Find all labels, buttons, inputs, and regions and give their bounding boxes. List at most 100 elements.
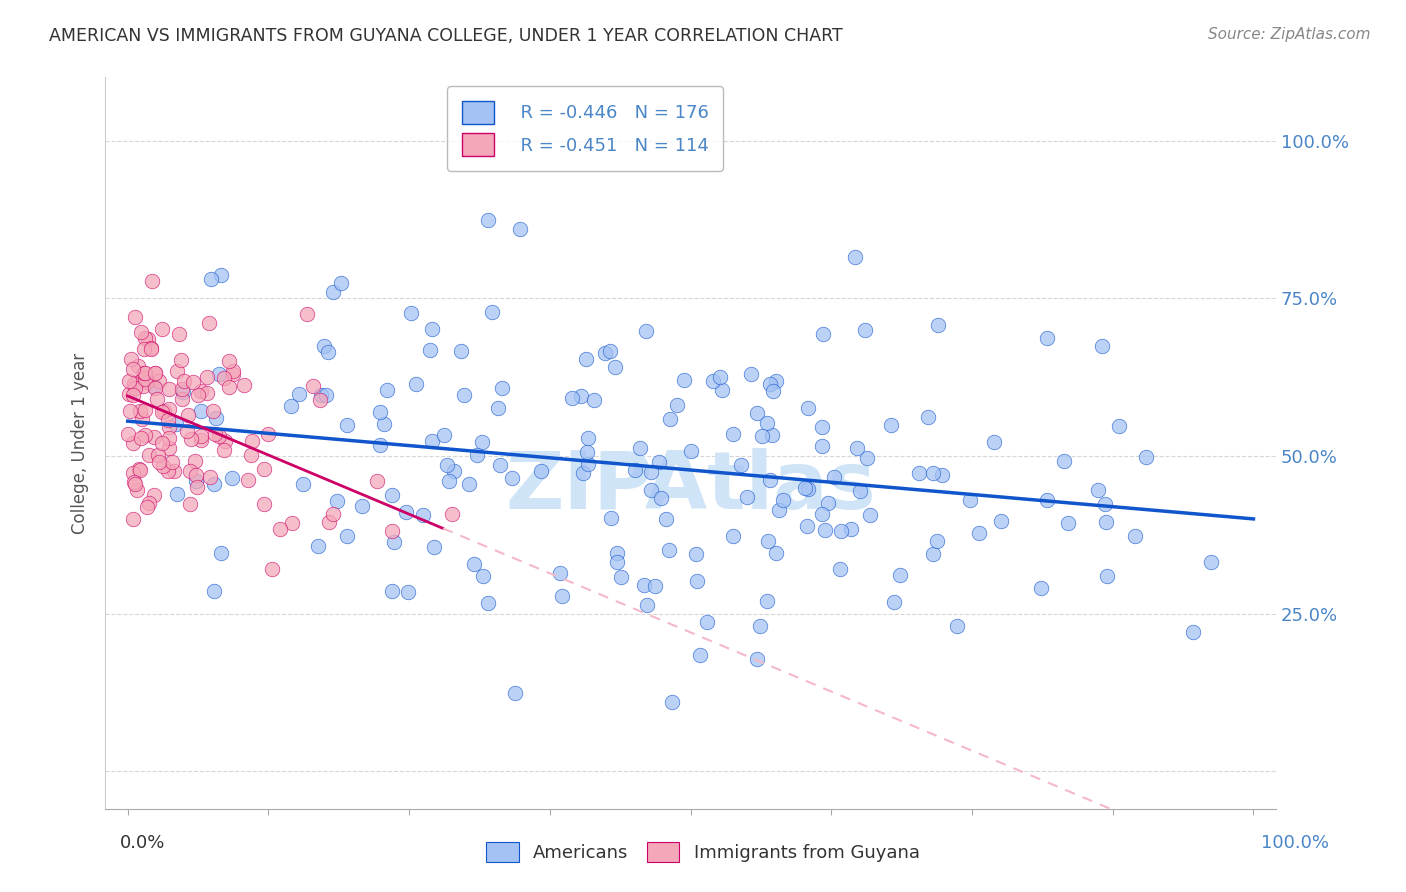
Point <box>655 511 678 525</box>
Point <box>153 403 176 417</box>
Point <box>127 483 149 498</box>
Point <box>239 448 262 462</box>
Point <box>132 366 155 380</box>
Point <box>152 458 174 473</box>
Point <box>640 465 662 479</box>
Point <box>122 512 145 526</box>
Point <box>917 410 939 425</box>
Point <box>121 388 143 402</box>
Point <box>575 351 598 366</box>
Point <box>711 383 734 397</box>
Point <box>180 432 202 446</box>
Point <box>157 441 180 455</box>
Point <box>143 378 166 392</box>
Point <box>375 383 398 397</box>
Point <box>796 519 818 533</box>
Point <box>634 324 657 338</box>
Point <box>749 618 772 632</box>
Point <box>747 406 769 420</box>
Text: ZIPAtlas: ZIPAtlas <box>505 448 876 526</box>
Point <box>606 546 628 560</box>
Point <box>127 359 149 373</box>
Point <box>1029 581 1052 595</box>
Text: 0.0%: 0.0% <box>120 834 165 852</box>
Point <box>665 398 688 412</box>
Point <box>218 380 240 394</box>
Point <box>157 382 180 396</box>
Point <box>605 359 627 374</box>
Text: AMERICAN VS IMMIGRANTS FROM GUYANA COLLEGE, UNDER 1 YEAR CORRELATION CHART: AMERICAN VS IMMIGRANTS FROM GUYANA COLLE… <box>49 27 844 45</box>
Point <box>797 482 820 496</box>
Point <box>765 546 787 560</box>
Point <box>179 464 201 478</box>
Point <box>200 470 222 484</box>
Point <box>582 392 605 407</box>
Point <box>132 379 155 393</box>
Point <box>202 477 225 491</box>
Point <box>307 539 329 553</box>
Point <box>761 427 783 442</box>
Point <box>131 412 153 426</box>
Point <box>176 424 198 438</box>
Point <box>173 374 195 388</box>
Point <box>157 402 180 417</box>
Point <box>208 368 231 382</box>
Point <box>458 476 481 491</box>
Point <box>658 542 681 557</box>
Point <box>134 331 156 345</box>
Point <box>143 429 166 443</box>
Point <box>509 222 531 236</box>
Point <box>240 434 263 448</box>
Point <box>859 508 882 523</box>
Point <box>450 343 472 358</box>
Point <box>136 332 159 346</box>
Point <box>650 491 672 505</box>
Point <box>794 482 817 496</box>
Point <box>1087 483 1109 498</box>
Point <box>157 431 180 445</box>
Point <box>163 464 186 478</box>
Point <box>593 345 616 359</box>
Point <box>146 448 169 462</box>
Point <box>969 525 991 540</box>
Point <box>561 391 583 405</box>
Point <box>880 417 903 432</box>
Point <box>501 471 523 485</box>
Point <box>139 343 162 357</box>
Point <box>624 463 647 477</box>
Point <box>122 361 145 376</box>
Point <box>186 480 208 494</box>
Point <box>122 376 145 391</box>
Point <box>846 442 869 456</box>
Point <box>128 462 150 476</box>
Point <box>322 508 344 522</box>
Point <box>856 451 879 466</box>
Point <box>209 547 232 561</box>
Point <box>491 381 513 395</box>
Point <box>610 570 633 584</box>
Point <box>405 376 427 391</box>
Point <box>489 458 512 472</box>
Point <box>198 316 221 330</box>
Point <box>184 474 207 488</box>
Point <box>883 594 905 608</box>
Point <box>222 367 245 381</box>
Point <box>572 467 595 481</box>
Point <box>302 379 325 393</box>
Point <box>503 686 526 700</box>
Point <box>366 474 388 488</box>
Point <box>134 403 156 417</box>
Point <box>318 515 340 529</box>
Point <box>471 434 494 449</box>
Point <box>396 584 419 599</box>
Point <box>117 426 139 441</box>
Point <box>395 505 418 519</box>
Point <box>751 428 773 442</box>
Point <box>644 579 666 593</box>
Point <box>131 371 153 385</box>
Point <box>1135 450 1157 465</box>
Point <box>419 343 441 357</box>
Point <box>141 274 163 288</box>
Point <box>1094 497 1116 511</box>
Point <box>292 477 315 491</box>
